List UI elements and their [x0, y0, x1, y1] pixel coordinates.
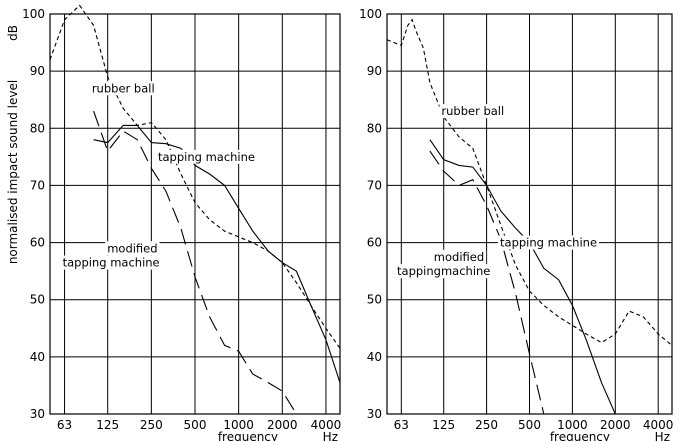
- annotation-background: [395, 264, 493, 279]
- plot-frame: [49, 13, 341, 415]
- y-tick-label: 100: [359, 7, 382, 21]
- plot-frame: [386, 13, 673, 415]
- x-tick-label: 250: [475, 418, 498, 432]
- x-tick-label: 63: [394, 418, 409, 432]
- y-axis-label: normalised impact sound level: [6, 80, 20, 264]
- series-modified-tapping-machine: [429, 150, 545, 415]
- y-axis-unit: dB: [6, 25, 20, 41]
- panel-left: 30 40 50 60 70 80 90 100 63 125 250 500 1000 2000 4000…: [22, 4, 342, 441]
- annotation-label: modified: [434, 250, 484, 264]
- y-tick-label: 90: [367, 64, 382, 78]
- series-modified-tapping-machine: [93, 110, 297, 415]
- annotation-label: rubber ball: [441, 104, 504, 118]
- annotation-background: [105, 241, 160, 256]
- annotation-background: [155, 149, 257, 164]
- y-tick-label: 50: [367, 293, 382, 307]
- y-tick-label: 90: [30, 64, 45, 78]
- y-tick-label: 100: [22, 7, 45, 21]
- x-axis-unit: Hz: [655, 430, 670, 441]
- x-tick-label: 125: [432, 418, 455, 432]
- x-tick-label: 1000: [557, 418, 588, 432]
- y-tick-label: 40: [30, 350, 45, 364]
- annotation-label: rubber ball: [92, 81, 155, 95]
- x-tick-label: 2000: [267, 418, 298, 432]
- x-tick-label: 1000: [223, 418, 254, 432]
- annotation-background: [431, 249, 487, 264]
- annotation-background: [498, 235, 600, 250]
- series-tapping-machine: [429, 139, 616, 415]
- y-tick-label: 70: [30, 178, 45, 192]
- panel-right: 30 40 50 60 70 80 90 100 63 125 250 500 1000 2000 4000…: [359, 7, 673, 441]
- annotation-label: tapping machine: [158, 150, 255, 164]
- x-tick-label: 2000: [600, 418, 631, 432]
- y-tick-label: 40: [367, 350, 382, 364]
- annotation-label: tapping machine: [500, 236, 597, 250]
- y-tick-label: 30: [367, 407, 382, 421]
- annotation-label: modified: [107, 241, 157, 255]
- y-tick-label: 30: [30, 407, 45, 421]
- x-axis-unit: Hz: [323, 430, 338, 441]
- x-tick-label: 500: [184, 418, 207, 432]
- annotation-background: [89, 81, 157, 96]
- series-rubber-ball: [49, 4, 341, 349]
- series-rubber-ball: [386, 18, 673, 346]
- series-tapping-machine: [93, 124, 341, 383]
- x-tick-label: 4000: [643, 418, 674, 432]
- x-tick-label: 63: [57, 418, 72, 432]
- y-tick-label: 80: [367, 121, 382, 135]
- x-axis-label: frequency: [218, 430, 278, 441]
- y-tick-label: 70: [367, 178, 382, 192]
- y-tick-label: 60: [30, 236, 45, 250]
- x-tick-label: 125: [96, 418, 119, 432]
- annotation-background: [60, 255, 162, 270]
- y-tick-label: 80: [30, 121, 45, 135]
- y-tick-label: 60: [367, 236, 382, 250]
- x-tick-label: 500: [518, 418, 541, 432]
- annotation-label: tappingmachine: [397, 264, 490, 278]
- x-axis-label: frequency: [550, 430, 610, 441]
- x-tick-label: 250: [140, 418, 163, 432]
- annotation-background: [439, 104, 507, 119]
- annotation-label: tapping machine: [63, 256, 160, 270]
- y-tick-label: 50: [30, 293, 45, 307]
- x-tick-label: 4000: [311, 418, 342, 432]
